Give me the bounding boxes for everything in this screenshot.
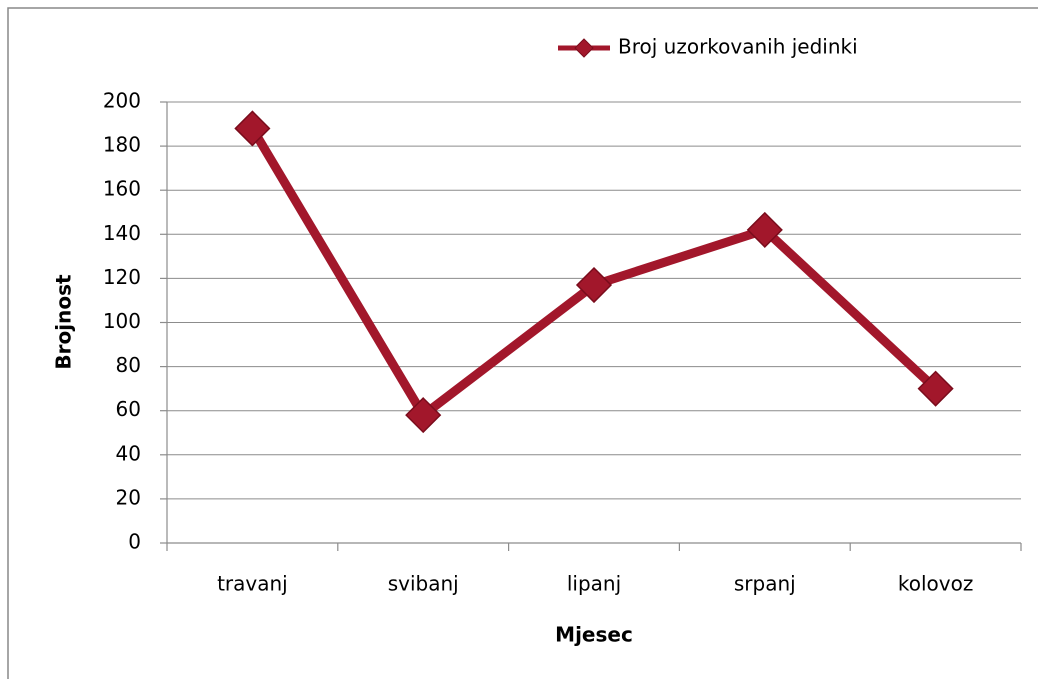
data-marker [746, 211, 783, 248]
y-tick-label: 180 [103, 133, 141, 157]
x-axis-title: Mjesec [555, 623, 633, 647]
y-tick-label: 0 [128, 530, 141, 554]
y-tick-label: 40 [116, 441, 141, 465]
x-tick-label: kolovoz [898, 572, 973, 596]
x-tick-label: lipanj [567, 572, 621, 596]
x-tick-label: srpanj [734, 572, 796, 596]
y-tick-label: 200 [103, 89, 141, 113]
y-tick-label: 20 [116, 485, 141, 509]
data-marker [575, 266, 613, 304]
y-tick-label: 100 [103, 309, 141, 333]
data-marker [234, 110, 271, 147]
data-marker [917, 370, 954, 407]
data-marker [405, 397, 442, 434]
y-tick-label: 140 [103, 221, 141, 245]
y-tick-label: 120 [103, 265, 141, 289]
x-tick-label: svibanj [388, 572, 459, 596]
x-tick-label: travanj [217, 572, 288, 596]
legend-label: Broj uzorkovanih jedinki [618, 35, 858, 59]
legend-marker [574, 38, 594, 58]
y-axis-title: Brojnost [52, 274, 76, 370]
y-tick-label: 60 [116, 397, 141, 421]
y-tick-label: 160 [103, 177, 141, 201]
y-tick-label: 80 [116, 353, 141, 377]
